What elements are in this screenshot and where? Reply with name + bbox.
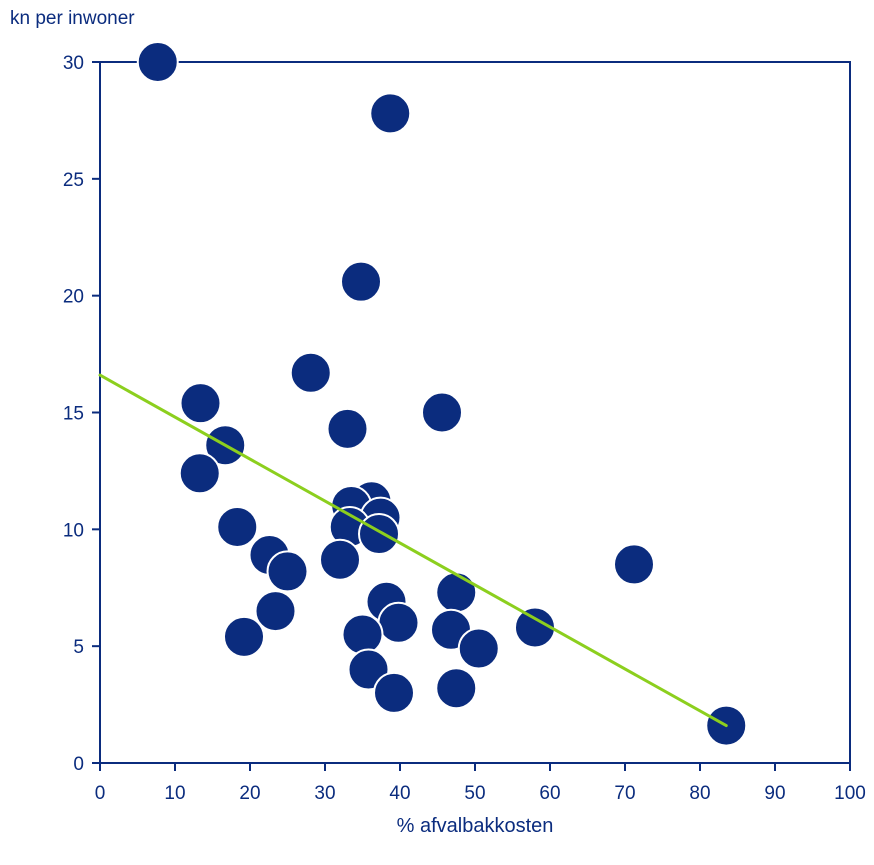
data-point — [136, 41, 179, 83]
x-tick-label: 70 — [614, 783, 635, 804]
y-tick-label: 0 — [73, 754, 84, 775]
data-point — [179, 382, 222, 425]
data-point — [435, 571, 478, 614]
data-point — [358, 513, 400, 556]
data-point — [435, 667, 478, 710]
data-point — [369, 92, 412, 135]
x-tick-label: 0 — [95, 783, 106, 804]
x-tick-label: 40 — [389, 783, 410, 804]
x-axis-label: % afvalbakkosten — [397, 815, 554, 837]
x-tick-label: 90 — [764, 783, 785, 804]
data-point — [457, 627, 500, 670]
data-point — [377, 601, 420, 644]
y-tick-label: 10 — [63, 520, 84, 541]
data-point — [613, 543, 655, 586]
x-tick-label: 30 — [314, 783, 335, 804]
y-tick-label: 15 — [63, 404, 84, 425]
data-point — [340, 260, 382, 303]
y-tick-label: 30 — [63, 53, 84, 74]
data-point — [319, 538, 361, 581]
x-tick-label: 100 — [834, 783, 866, 804]
x-tick-label: 60 — [539, 783, 560, 804]
x-tick-label: 50 — [464, 783, 485, 804]
data-point — [266, 550, 309, 593]
data-point — [514, 606, 556, 649]
data-point — [178, 452, 221, 495]
trend-line — [98, 373, 728, 728]
x-tick-label: 10 — [164, 783, 185, 804]
data-point — [373, 671, 415, 714]
data-point — [223, 615, 265, 658]
y-tick-label: 20 — [63, 287, 84, 308]
plot-area: 0 5 10 15 20 25 30 0 10 20 30 40 50 60 70 80 90 100 — [63, 41, 866, 804]
data-point — [254, 590, 297, 633]
data-point — [421, 391, 463, 434]
y-tick-label: 25 — [63, 170, 84, 191]
y-tick-label: 5 — [73, 637, 84, 658]
data-point — [326, 407, 369, 450]
x-tick-label: 20 — [239, 783, 260, 804]
data-point — [289, 351, 332, 394]
data-point — [216, 505, 259, 548]
data-point — [341, 613, 384, 656]
y-axis-label: kn per inwoner — [10, 8, 135, 29]
x-tick-label: 80 — [689, 783, 710, 804]
